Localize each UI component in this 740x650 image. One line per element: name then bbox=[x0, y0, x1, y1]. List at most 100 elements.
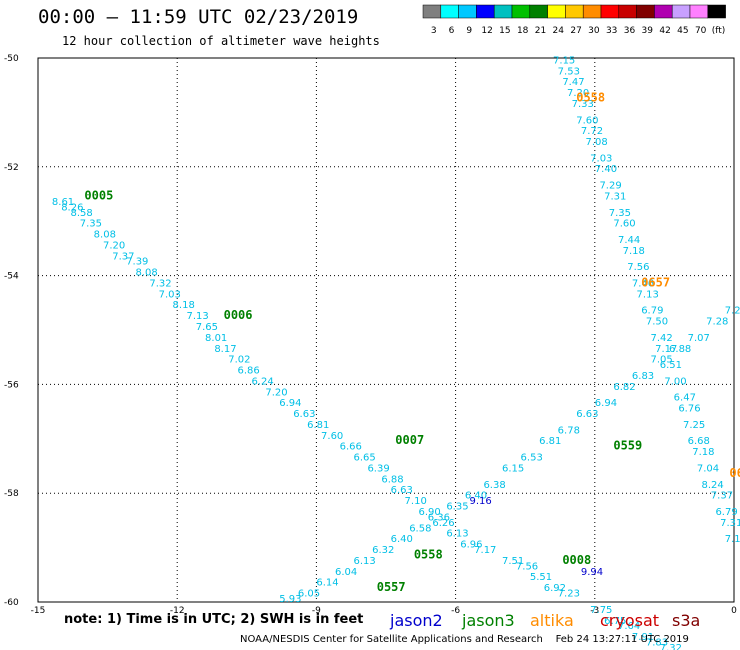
swh-point-label: 7.05 bbox=[650, 355, 672, 366]
x-tick-label: -15 bbox=[31, 606, 46, 616]
swh-point-label: 7.56 bbox=[516, 561, 538, 572]
colorbar-swatch bbox=[618, 4, 637, 19]
legend-entry: jason3 bbox=[461, 611, 515, 630]
swh-point-label: 6.14 bbox=[316, 578, 338, 589]
colorbar-swatch bbox=[689, 4, 709, 19]
chart-subtitle: 12 hour collection of altimeter wave hei… bbox=[62, 34, 380, 48]
swh-point-label: 7.04 bbox=[697, 463, 719, 474]
colorbar-swatch bbox=[422, 4, 442, 19]
y-tick-label: -58 bbox=[4, 489, 19, 499]
colorbar-swatch bbox=[582, 4, 602, 19]
swh-point-label: 6.88 bbox=[669, 344, 691, 355]
swh-point-label: 7.10 bbox=[405, 496, 427, 507]
swh-point-label: 6.92 bbox=[544, 583, 566, 594]
swh-point-label: 7.83 bbox=[646, 638, 668, 649]
time-label: 0559 bbox=[613, 439, 642, 453]
colorbar-swatch bbox=[636, 4, 655, 19]
swh-point-label: 7.28 bbox=[706, 317, 728, 328]
swh-point-label: 6.94 bbox=[279, 398, 301, 409]
swh-point-label: 6.32 bbox=[372, 545, 394, 556]
swh-point-label: 6.15 bbox=[502, 463, 524, 474]
colorbar-swatch bbox=[547, 4, 566, 19]
time-label: 0657 bbox=[641, 275, 670, 289]
swh-point-label: 7.64 bbox=[618, 621, 640, 632]
time-label: 0558 bbox=[414, 547, 443, 561]
time-label: 0005 bbox=[84, 188, 113, 202]
swh-point-label: 7.00 bbox=[664, 376, 686, 387]
swh-point-label: 5.93 bbox=[279, 594, 301, 605]
swh-point-label: 7.25 bbox=[683, 420, 705, 431]
swh-point-label: 7.17 bbox=[474, 545, 496, 556]
colorbar-label: 6 bbox=[449, 26, 455, 36]
swh-point-label: 6.58 bbox=[409, 523, 431, 534]
axis-ticks: -15 -12 -9 -6 -3 0 -50 -52 -54 -56 -58 -60 bbox=[4, 54, 737, 616]
colorbar-label: 33 bbox=[606, 26, 617, 36]
swh-point-label: 6.75 bbox=[604, 616, 626, 627]
colorbar-label: 15 bbox=[499, 26, 510, 36]
swh-point-label: 6.79 bbox=[715, 507, 737, 518]
swh-point-label: 7.32 bbox=[149, 278, 171, 289]
y-tick-label: -52 bbox=[4, 163, 19, 173]
swh-point-label: 7.29 bbox=[599, 181, 621, 192]
swh-point-label: 6.88 bbox=[381, 474, 403, 485]
time-label: 0006 bbox=[224, 308, 253, 322]
colorbar-label: 24 bbox=[553, 26, 565, 36]
colorbar-swatch bbox=[476, 4, 495, 19]
colorbar-swatch bbox=[600, 4, 620, 19]
swh-point-label: 6.26 bbox=[432, 518, 454, 529]
colorbar-swatch bbox=[565, 4, 584, 19]
swh-point-label: 6.63 bbox=[576, 409, 598, 420]
swh-point-label: 8.08 bbox=[135, 268, 157, 279]
swh-point-label: 6.83 bbox=[632, 371, 654, 382]
swh-point-label: 7.13 bbox=[637, 289, 659, 300]
swh-point-label: 6.78 bbox=[558, 425, 580, 436]
swh-point-label: 7.20 bbox=[103, 240, 125, 251]
swh-point-label: 7.42 bbox=[650, 333, 672, 344]
swh-point-label: 8.58 bbox=[70, 208, 92, 219]
swh-point-label: 8.18 bbox=[173, 300, 195, 311]
swh-point-label: 6.81 bbox=[307, 420, 329, 431]
satellite-legend: jason2 jason3 altika cryosat s3a bbox=[389, 611, 700, 630]
swh-point-label: 6.66 bbox=[340, 442, 362, 453]
colorbar-swatch bbox=[458, 4, 477, 19]
swh-point-label: 8.24 bbox=[702, 480, 724, 491]
time-label: 0558 bbox=[576, 91, 605, 105]
swh-point-label: 6.94 bbox=[595, 398, 617, 409]
swh-point-label: 7.53 bbox=[558, 66, 580, 77]
swh-point-label: 7.15 bbox=[553, 55, 575, 66]
swh-point-label: 6.63 bbox=[391, 485, 413, 496]
swh-point-label: 6.47 bbox=[674, 393, 696, 404]
colorbar-label: 30 bbox=[588, 26, 600, 36]
swh-point-label: 6.24 bbox=[251, 376, 273, 387]
time-label: 0557 bbox=[377, 580, 406, 594]
swh-point-label: 6.81 bbox=[539, 436, 561, 447]
swh-point-label: 6.90 bbox=[418, 507, 440, 518]
swh-point-label: 7.17 bbox=[655, 344, 677, 355]
y-tick-label: -60 bbox=[4, 598, 19, 608]
colorbar-legend: 3 6 9 12 15 18 21 24 27 30 33 36 39 42 45 70 (ft) bbox=[422, 4, 726, 36]
colorbar-label: 36 bbox=[624, 26, 636, 36]
swh-point-label: 7.60 bbox=[576, 115, 598, 126]
colorbar-swatch bbox=[654, 4, 673, 19]
legend-entry: altika bbox=[530, 611, 574, 630]
swh-point-label: 8.61 bbox=[52, 197, 74, 208]
swh-point-label: 7.60 bbox=[613, 219, 635, 230]
footer-note: note: 1) Time is in UTC; 2) SWH is in fe… bbox=[64, 612, 364, 627]
swh-point-label: 6.38 bbox=[483, 480, 505, 491]
colorbar-swatch bbox=[440, 4, 459, 19]
colorbar-label: 18 bbox=[517, 26, 529, 36]
swh-point-label: 7.37 bbox=[711, 491, 733, 502]
legend-entry: s3a bbox=[672, 611, 700, 630]
swh-point-label: 8.17 bbox=[214, 344, 236, 355]
swh-point-label: 7.23 bbox=[558, 589, 580, 600]
colorbar-label: 9 bbox=[466, 26, 472, 36]
swh-point-label: 7.28 bbox=[725, 306, 740, 317]
swh-point-label: 6.68 bbox=[688, 436, 710, 447]
colorbar-swatch bbox=[707, 4, 726, 19]
swh-point-label: 8.08 bbox=[94, 230, 116, 241]
swh-point-label: 5.51 bbox=[530, 572, 552, 583]
grid-lines bbox=[38, 58, 734, 602]
time-label: 0007 bbox=[395, 433, 424, 447]
swh-point-label: 7.46 bbox=[632, 278, 654, 289]
